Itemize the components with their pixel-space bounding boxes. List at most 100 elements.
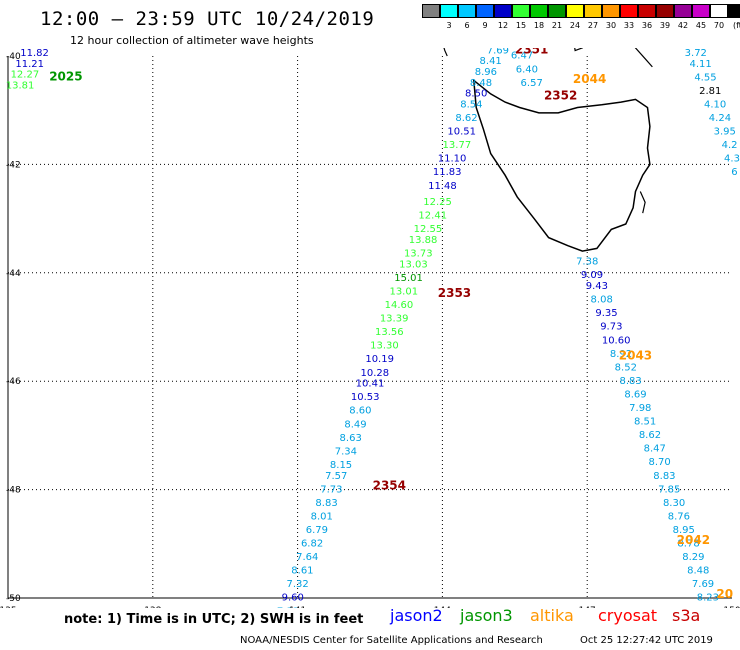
wave-height-value: 8.54 xyxy=(460,99,482,110)
time-label: 2044 xyxy=(573,72,606,86)
satellite-label-cryosat: cryosat xyxy=(598,606,658,625)
time-label: 2025 xyxy=(49,69,82,83)
lon-tick-label: 150 xyxy=(723,606,740,608)
wave-height-value: 13.03 xyxy=(399,259,428,270)
legend-swatch xyxy=(656,4,674,18)
wave-height-value: 8.83 xyxy=(315,498,337,509)
wave-height-value: 10.60 xyxy=(602,335,631,346)
wave-height-value: 10.41 xyxy=(356,379,385,390)
island-outline xyxy=(639,191,646,214)
wave-height-value: 9.60 xyxy=(282,593,304,604)
wave-height-value: 10.53 xyxy=(351,392,380,403)
lat-tick-label: -40 xyxy=(6,52,21,62)
footer-timestamp: Oct 25 12:27:42 UTC 2019 xyxy=(580,635,713,646)
lat-tick-label: -44 xyxy=(6,269,21,279)
lat-tick-label: -46 xyxy=(6,377,21,387)
wave-height-value: 13.81 xyxy=(6,81,35,92)
legend-label: 12 xyxy=(497,21,509,30)
wave-height-value: 8.51 xyxy=(634,417,656,428)
legend-label: 36 xyxy=(641,21,653,30)
wave-height-value: 7.69 xyxy=(487,48,509,56)
wave-height-value: 8.30 xyxy=(663,498,685,509)
wave-height-map: 135 138 141 144 147 150 -40 -42 -44 -46 -48 -50 11.8… xyxy=(0,48,740,608)
note-text: note: 1) Time is in UTC; 2) SWH is in fe… xyxy=(64,612,364,627)
wave-height-value: 6.79 xyxy=(306,525,328,536)
wave-height-value: 7.73 xyxy=(320,484,342,495)
wave-height-value: 13.01 xyxy=(389,286,418,297)
legend-label: 24 xyxy=(569,21,581,30)
wave-height-value: 12.27 xyxy=(11,70,40,81)
legend-label: 18 xyxy=(533,21,545,30)
wave-height-value: 8.48 xyxy=(687,566,709,577)
legend-swatch xyxy=(692,4,710,18)
legend-label: 9 xyxy=(482,21,488,30)
wave-height-value: 8.50 xyxy=(465,89,487,100)
lon-tick-label: 144 xyxy=(434,606,451,608)
time-label: 2354 xyxy=(373,479,406,493)
wave-height-value: 10.51 xyxy=(447,127,476,138)
legend-label: 21 xyxy=(551,21,563,30)
lat-tick-label: -42 xyxy=(6,160,21,170)
legend-swatch xyxy=(710,4,728,18)
wave-height-value: 4.55 xyxy=(694,72,716,83)
wave-height-value: 7.32 xyxy=(286,579,308,590)
wave-height-value: 11.10 xyxy=(438,154,467,165)
time-label: 2043 xyxy=(619,349,652,363)
legend-swatch xyxy=(566,4,584,18)
wave-height-value: 3.95 xyxy=(714,127,736,138)
legend-swatch xyxy=(476,4,494,18)
wave-height-value: 4.10 xyxy=(704,99,726,110)
page-title: 12:00 – 23:59 UTC 10/24/2019 xyxy=(40,8,375,30)
lon-tick-label: 135 xyxy=(0,606,17,608)
legend-swatch xyxy=(584,4,602,18)
wave-height-value: 11.48 xyxy=(428,181,457,192)
wave-height-value: 8.83 xyxy=(653,471,675,482)
wave-height-value: 13.77 xyxy=(443,140,472,151)
wave-height-value: 8.61 xyxy=(291,566,313,577)
wave-height-value: 8.48 xyxy=(470,78,492,89)
footer-credit: NOAA/NESDIS Center for Satellite Applica… xyxy=(240,635,543,646)
legend-label: 70 xyxy=(713,21,725,30)
legend-swatch xyxy=(530,4,548,18)
wave-height-value: 7.34 xyxy=(335,446,357,457)
wave-height-value: 6.82 xyxy=(301,539,323,550)
lat-tick-label: -48 xyxy=(6,486,21,496)
wave-height-value: 8.62 xyxy=(639,430,661,441)
wave-height-value: 10.19 xyxy=(365,354,394,365)
island-outline xyxy=(634,48,653,68)
wave-height-value: 7.57 xyxy=(325,471,347,482)
wave-height-value: 8.47 xyxy=(644,444,666,455)
wave-height-value: 8.69 xyxy=(624,389,646,400)
wave-height-value: 9.09 xyxy=(581,270,603,281)
wave-height-value: 8.96 xyxy=(475,67,497,78)
wave-height-value: 2.81 xyxy=(699,86,721,97)
wave-height-value: 7.32 xyxy=(277,606,299,608)
wave-height-value: 8.78 xyxy=(677,539,699,550)
wave-height-value: 13.30 xyxy=(370,341,399,352)
legend-swatch xyxy=(548,4,566,18)
satellite-label-jason2: jason2 xyxy=(390,606,443,625)
wave-height-value: 10.28 xyxy=(361,368,390,379)
wave-height-value: 13.73 xyxy=(404,249,433,260)
wave-height-value: 7.85 xyxy=(658,484,680,495)
wave-height-value: 3.72 xyxy=(685,48,707,59)
wave-height-value: 13.88 xyxy=(409,235,438,246)
wave-height-value: 11.83 xyxy=(433,167,462,178)
legend-label: 15 xyxy=(515,21,527,30)
legend-label: 33 xyxy=(623,21,635,30)
lon-tick-label: 138 xyxy=(144,606,161,608)
legend-label: 3 xyxy=(446,21,452,30)
legend-swatch xyxy=(620,4,638,18)
wave-height-value: 8.70 xyxy=(648,457,670,468)
wave-height-value: 9.73 xyxy=(600,322,622,333)
wave-height-value: 6.40 xyxy=(516,64,538,75)
wave-height-value: 15.01 xyxy=(394,273,423,284)
legend-swatch xyxy=(440,4,458,18)
wave-height-value: 13.56 xyxy=(375,327,404,338)
wave-height-value: 9.35 xyxy=(595,308,617,319)
satellite-label-jason3: jason3 xyxy=(460,606,513,625)
wave-height-value: 11.21 xyxy=(15,59,44,70)
wave-height-value: 8.60 xyxy=(349,406,371,417)
legend-label: 27 xyxy=(587,21,599,30)
wave-height-value: 14.60 xyxy=(385,300,414,311)
